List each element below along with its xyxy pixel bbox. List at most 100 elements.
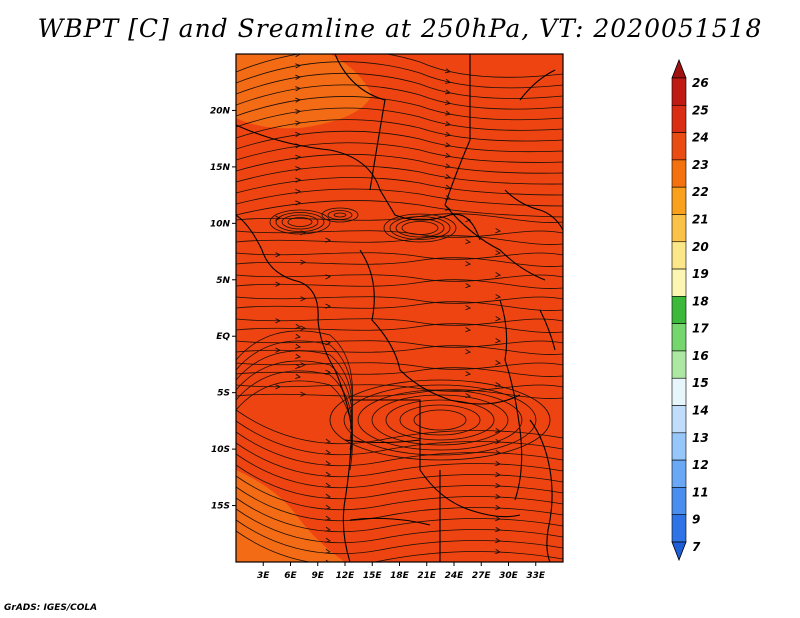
colorbar-label: 11 <box>692 485 709 499</box>
lon-tick-label: 9E <box>312 571 325 581</box>
streamline-arrow <box>445 68 452 74</box>
streamline-arrow <box>275 252 282 258</box>
streamline <box>236 318 563 326</box>
colorbar-label: 24 <box>692 131 709 145</box>
warm-patch-north <box>236 54 372 129</box>
colorbar-swatch <box>671 487 687 516</box>
border-sudan <box>444 54 546 281</box>
streamline <box>236 442 563 478</box>
streamline <box>236 409 563 445</box>
streamline-arrow <box>445 121 452 127</box>
streamline-vortex <box>269 209 331 235</box>
streamline-arrow <box>325 237 332 243</box>
streamline-arrow <box>295 166 302 172</box>
streamline-arrow <box>445 163 452 169</box>
streamline-arrow <box>495 272 502 278</box>
colorbar-label: 15 <box>692 376 709 390</box>
streamline-vortex <box>287 217 313 227</box>
streamline <box>236 235 563 245</box>
streamline-arrow <box>325 482 332 488</box>
streamline <box>236 453 563 489</box>
streamline-arrow <box>495 250 502 256</box>
streamline-vortex <box>281 214 319 230</box>
streamline-arrow <box>325 369 332 375</box>
streamline-arrow <box>295 188 302 195</box>
border-south <box>350 399 521 562</box>
lat-tick-label: 5S <box>217 389 230 399</box>
colorbar-label: 13 <box>692 431 709 445</box>
streamline-arrow <box>445 142 452 148</box>
streamline <box>236 119 563 142</box>
streamline-arrow <box>495 316 502 322</box>
streamline <box>236 330 353 421</box>
streamline-arrow <box>495 482 502 489</box>
streamline <box>236 96 563 121</box>
streamlines <box>236 54 563 562</box>
colorbar-label: 23 <box>692 158 709 172</box>
streamline-vortex <box>321 207 359 223</box>
streamline <box>236 257 563 267</box>
streamline-arrow <box>325 274 332 280</box>
colorbar-swatch <box>671 104 687 133</box>
streamline <box>236 420 563 456</box>
lat-tick-label: 10S <box>211 445 230 455</box>
colorbar-label: 14 <box>692 404 709 418</box>
streamline <box>236 296 563 304</box>
streamline-arrow <box>295 177 302 183</box>
streamline-arrow <box>445 89 452 95</box>
colorbar-swatch <box>671 323 687 352</box>
colorbar-swatch <box>671 377 687 406</box>
colorbar-label: 20 <box>692 240 709 254</box>
streamline-arrow <box>295 353 302 359</box>
streamline-arrow <box>295 154 302 160</box>
streamline-vortex <box>357 389 523 451</box>
colorbar: 26 25 24 23 22 21 20 19 18 17 16 15 14 13 12 11 9 7 <box>671 58 709 562</box>
colorbar-swatch <box>671 459 687 488</box>
streamline-arrow <box>445 184 452 190</box>
colorbar-swatch <box>671 405 687 434</box>
streamline <box>236 72 563 99</box>
streamline-arrow <box>465 305 472 311</box>
streamline-arrow <box>495 382 502 388</box>
streamline-arrow <box>295 109 302 115</box>
lon-tick-label: 15E <box>363 571 383 581</box>
streamline-arrow <box>325 559 330 562</box>
streamline-arrow <box>300 362 307 368</box>
streamline-vortex <box>413 409 467 431</box>
streamline <box>236 84 563 110</box>
lon-tick-label: 3E <box>257 571 270 581</box>
colorbar-swatch <box>671 241 687 270</box>
streamline <box>236 340 563 348</box>
streamline-arrow <box>325 526 332 532</box>
lat-tick-label: 20N <box>210 106 231 116</box>
colorbar-top-arrow <box>671 58 687 79</box>
colorbar-swatch <box>671 132 687 161</box>
streamline-arrow <box>495 548 502 555</box>
colorbar-label: 25 <box>692 103 709 117</box>
streamline-arrow <box>445 110 452 116</box>
streamline <box>236 350 353 441</box>
colorbar-label: 9 <box>692 513 700 527</box>
streamline-arrow <box>445 152 452 158</box>
streamline-arrow <box>300 259 307 265</box>
streamline-arrow <box>445 174 452 180</box>
streamline-arrow <box>495 504 502 511</box>
streamline <box>236 279 563 289</box>
streamline <box>236 508 563 544</box>
streamline-arrow <box>295 323 302 329</box>
streamline <box>236 177 563 196</box>
country-borders <box>236 54 563 562</box>
streamline <box>236 130 563 153</box>
streamline-vortex <box>329 379 551 461</box>
border-angola <box>344 439 431 526</box>
colorbar-swatch <box>671 77 687 106</box>
lon-tick-label: 21E <box>417 571 437 581</box>
streamline <box>236 519 563 555</box>
streamline <box>236 475 563 511</box>
streamline <box>236 384 563 392</box>
border-lakes <box>499 299 523 501</box>
lon-tick-label: 33E <box>526 571 546 581</box>
border-east <box>529 309 556 562</box>
streamline <box>236 367 563 377</box>
